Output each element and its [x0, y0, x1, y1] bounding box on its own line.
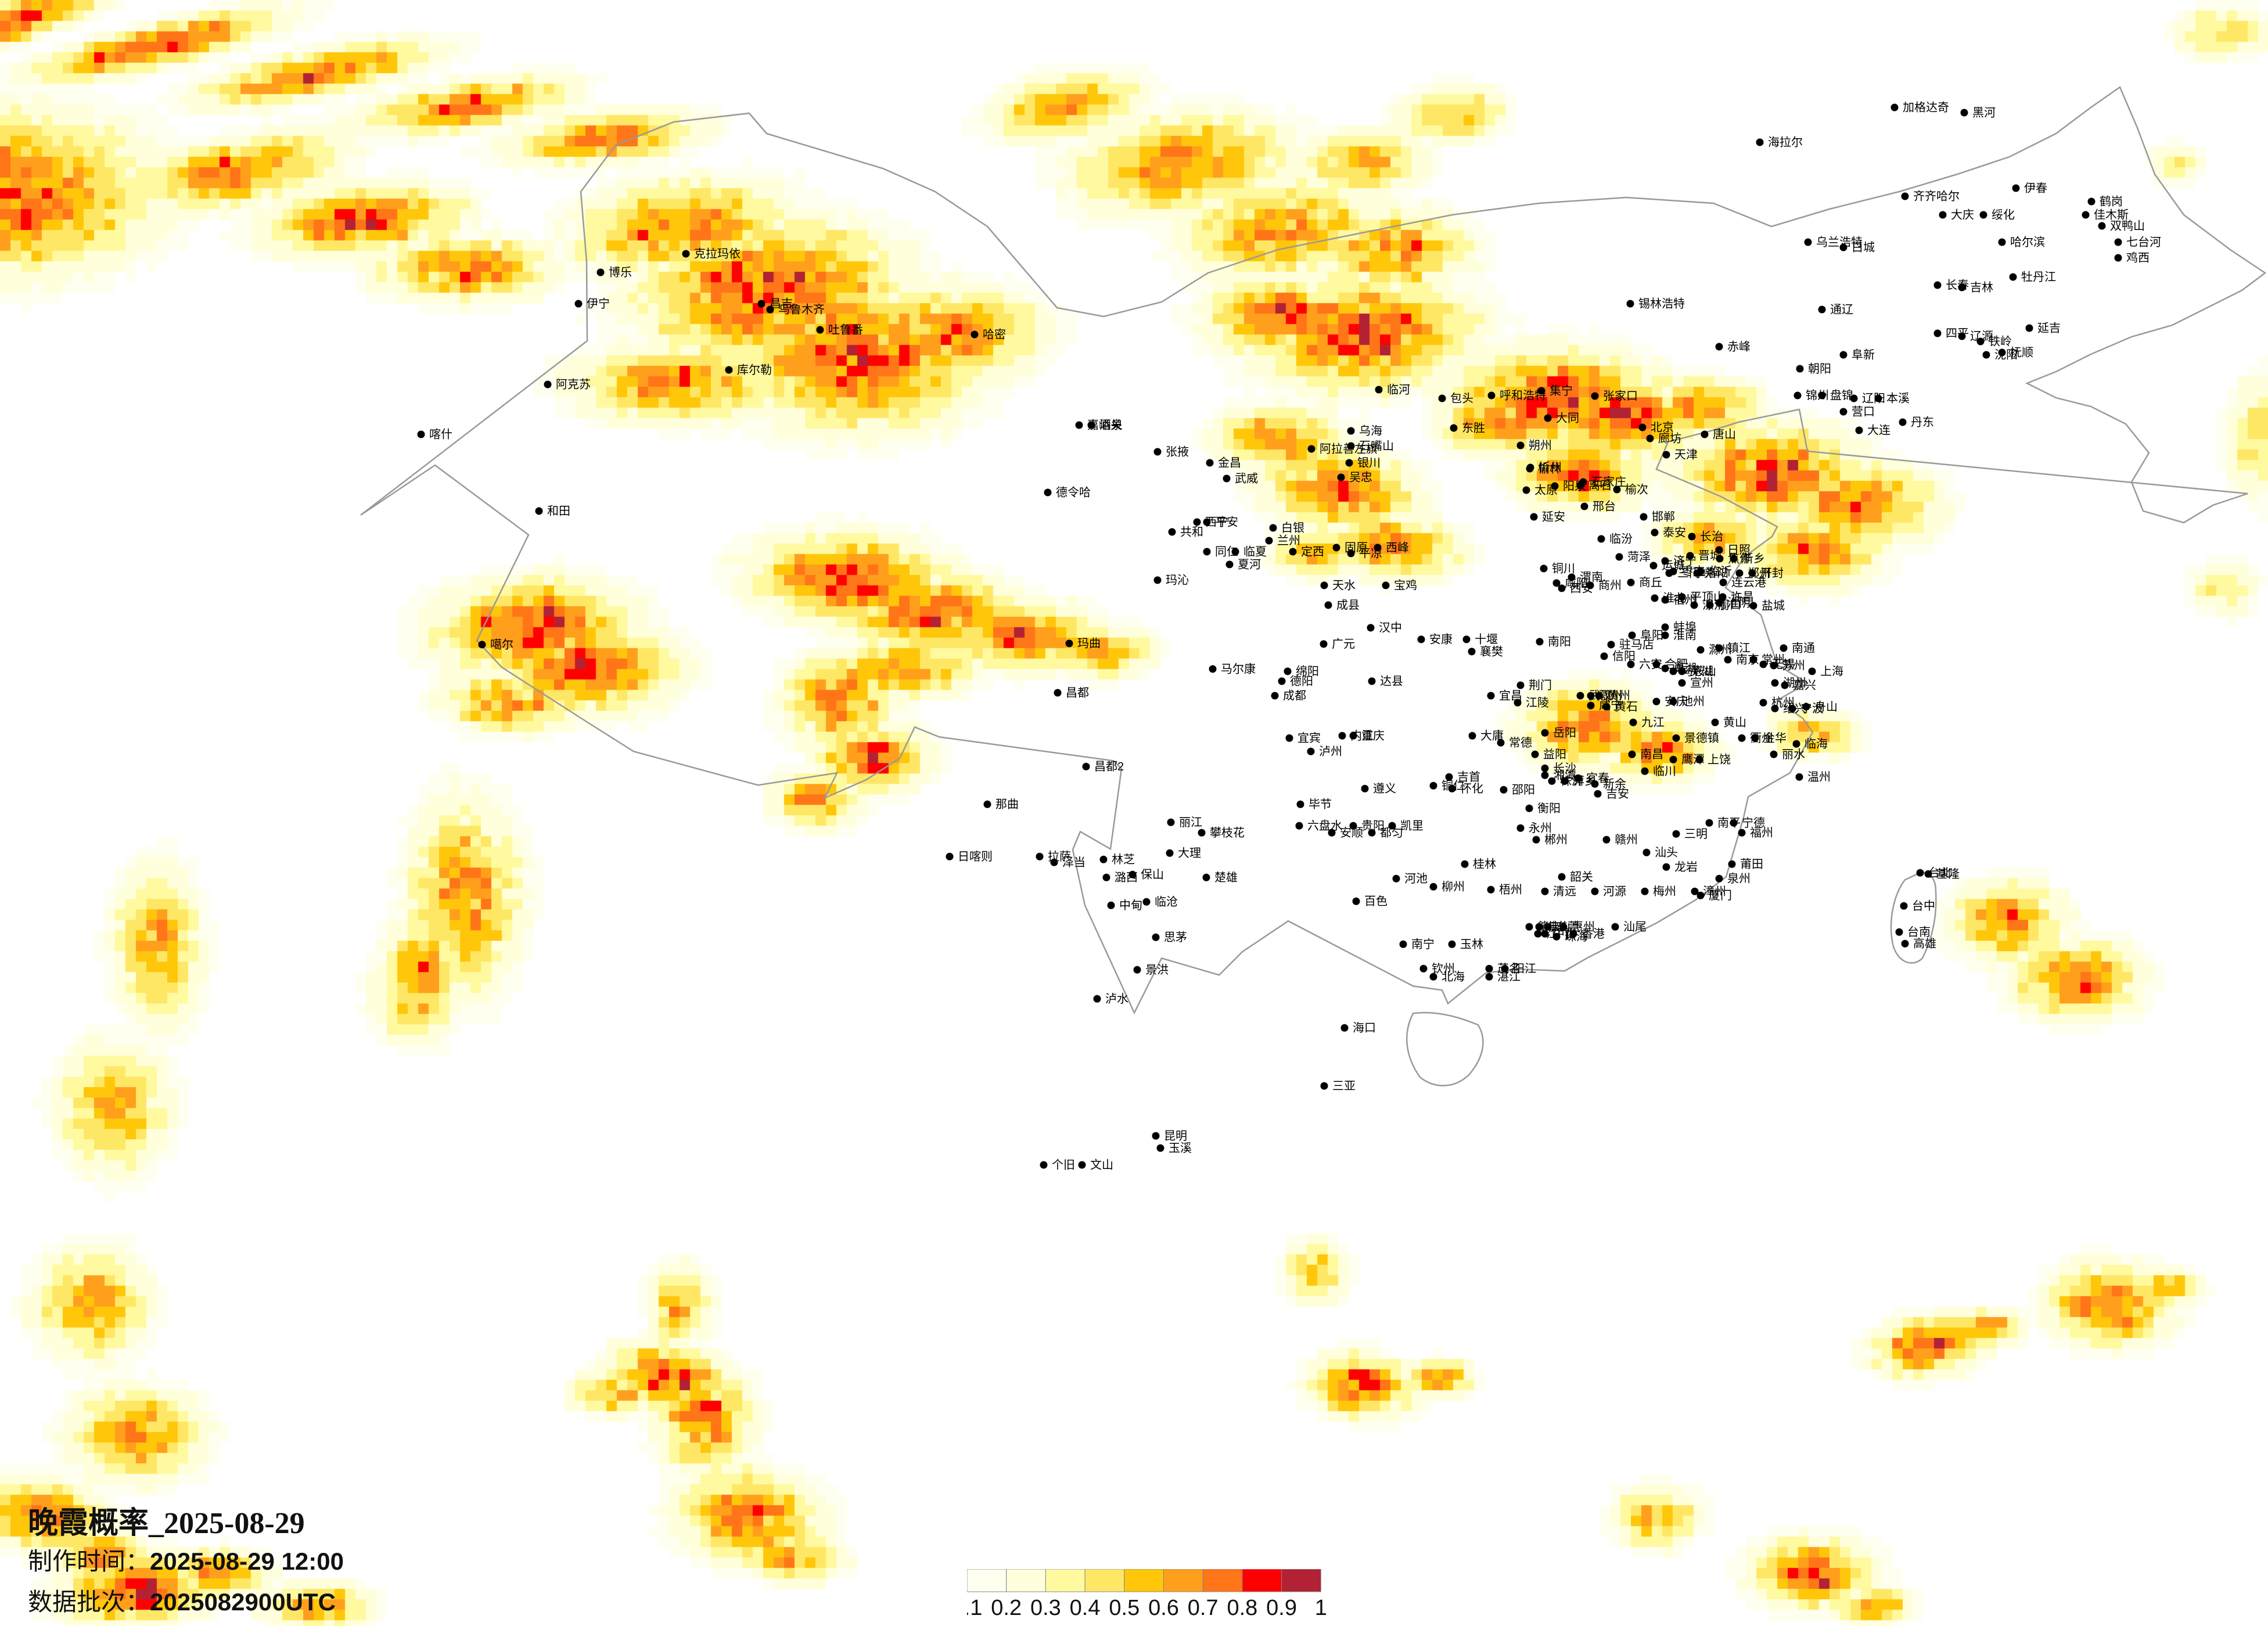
- svg-text:0.5: 0.5: [1109, 1596, 1140, 1620]
- svg-text:0.3: 0.3: [1030, 1596, 1061, 1620]
- svg-text:1: 1: [1315, 1596, 1327, 1620]
- svg-text:0.1: 0.1: [967, 1596, 982, 1620]
- svg-text:0.7: 0.7: [1188, 1596, 1219, 1620]
- svg-text:0.9: 0.9: [1266, 1596, 1297, 1620]
- svg-text:0.8: 0.8: [1227, 1596, 1257, 1620]
- svg-text:0.2: 0.2: [991, 1596, 1022, 1620]
- svg-text:0.4: 0.4: [1070, 1596, 1101, 1620]
- svg-text:0.6: 0.6: [1148, 1596, 1179, 1620]
